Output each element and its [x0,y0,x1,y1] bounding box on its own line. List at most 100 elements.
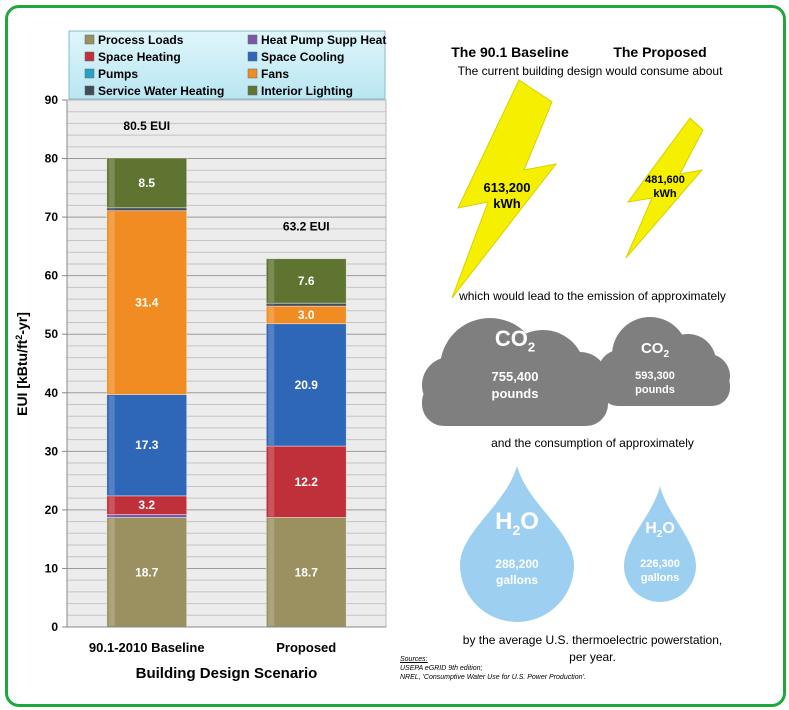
legend-label: Service Water Heating [98,84,224,98]
y-tick-label: 10 [45,561,59,575]
co2-proposed-value: 593,300 [635,370,675,382]
consume-sentence: The current building design would consum… [457,64,723,78]
legend-swatch [247,85,258,96]
legend-swatch [84,85,95,96]
sources: Sources: USEPA eGRID 9th edition; NREL, … [400,655,586,682]
y-tick-label: 90 [45,93,59,107]
bar-highlight [268,304,275,306]
co2-label-proposed: CO2 [640,340,670,360]
lightning-bolt-icon-baseline [451,79,558,299]
data-label: 7.6 [298,274,315,288]
infographic-graphics [422,79,730,622]
bar-segment [265,302,347,307]
y-axis-title: EUI [kBtu/ft2-yr] [14,312,30,416]
bar-highlight [108,518,115,626]
legend-swatch [84,34,95,45]
sources-title: Sources: [400,656,428,663]
legend-label: Heat Pump Supp Heat [261,33,386,47]
h2o-label-baseline: H2O [495,508,539,538]
kwh-baseline-unit: kWh [493,196,521,211]
water-proposed-unit: gallons [640,572,680,584]
bars: 18.7 3.2 17.3 31.4 8.5 80.5 EUI 18.7 12.2 20.9 3.… [106,119,347,628]
bar-highlight [108,211,115,394]
kwh-proposed-unit: kWh [653,188,677,200]
y-tick-label: 0 [51,620,58,634]
cloud-icon-proposed [598,317,730,406]
co2-label-baseline: CO2 [494,326,536,355]
bar-highlight [268,447,275,517]
legend-box [68,30,386,100]
bar-highlight [108,158,115,207]
legend-label: Space Cooling [261,50,344,64]
y-axis: 0 10 20 30 40 50 60 70 80 90 [45,93,68,634]
per-year-text: per year. [569,650,616,664]
data-label: 31.4 [135,296,159,310]
legend-swatch [247,51,258,62]
y-tick-label: 30 [45,444,59,458]
kwh-baseline: 613,200 kWh [462,180,552,212]
co2-baseline-value: 755,400 [491,369,539,384]
legend-label: Interior Lighting [261,84,353,98]
bar-segment [265,445,347,518]
cloud-icon-baseline [422,318,608,426]
bar-segment [265,258,347,304]
water-baseline-unit: gallons [495,573,538,587]
bar-segment [106,207,188,212]
legend-swatch [84,51,95,62]
water-proposed-value: 226,300 [640,558,680,570]
header-proposed: The Proposed [613,44,707,60]
data-label: 12.2 [295,475,319,489]
header-baseline: The 90.1 Baseline [451,44,569,60]
lightning-bolt-icon-proposed [625,117,704,259]
source-nrel: NREL, 'Consumptive Water Use for U.S. Po… [400,674,586,681]
kwh-baseline-value: 613,200 [483,180,531,195]
legend-label: Fans [261,67,289,81]
bar-highlight [108,496,115,514]
water-baseline-value: 288,200 [495,557,539,571]
data-label: 17.3 [135,438,159,452]
bar-highlight [268,518,275,626]
total-label: 63.2 EUI [283,220,330,234]
kwh-proposed-value: 481,600 [645,174,685,186]
data-label: 3.0 [298,308,315,322]
bar-highlight [108,515,115,517]
bar-highlight [268,324,275,446]
bar-highlight [268,259,275,303]
legend-label: Process Loads [98,33,184,47]
y-tick-label: 50 [45,327,59,341]
source-egrid: USEPA eGRID 9th edition; [400,665,483,672]
legend-label: Pumps [98,67,138,81]
data-label: 18.7 [135,565,159,579]
bar-highlight [268,307,275,323]
h2o-label-proposed: H2O [645,520,675,541]
co2-baseline-unit: pounds [491,386,539,401]
co2-proposed-unit: pounds [635,384,675,396]
bar-segment [106,517,188,628]
y-tick-label: 70 [45,210,59,224]
total-label: 80.5 EUI [123,119,170,133]
x-tick-label: Proposed [276,640,336,655]
water-baseline: 288,200 gallons [465,556,569,588]
bar-segment [265,517,347,628]
legend-label: Space Heating [98,50,181,64]
y-tick-label: 20 [45,503,59,517]
water-drop-icon-proposed [624,486,696,602]
bar-highlight [108,395,115,495]
x-axis-title: Building Design Scenario [136,665,318,682]
bar-segment [265,323,347,447]
bar-segment [106,157,188,209]
bar-segment [106,514,188,518]
y-tick-label: 80 [45,152,59,166]
legend-swatch [247,34,258,45]
bar-segment [106,210,188,395]
powerstation-sentence: by the average U.S. thermoelectric power… [462,633,723,647]
water-drop-icon-baseline [460,466,574,622]
co2-proposed: 593,300 pounds [605,369,705,397]
kwh-proposed: 481,600 kWh [625,173,705,201]
water-sentence: and the consumption of approximately [491,436,694,450]
x-axis: 90.1-2010 Baseline Proposed Building Desig… [67,626,386,682]
co2-baseline: 755,400 pounds [455,368,575,402]
emission-sentence: which would lead to the emission of appr… [459,289,726,303]
x-tick-label: 90.1-2010 Baseline [89,640,205,655]
